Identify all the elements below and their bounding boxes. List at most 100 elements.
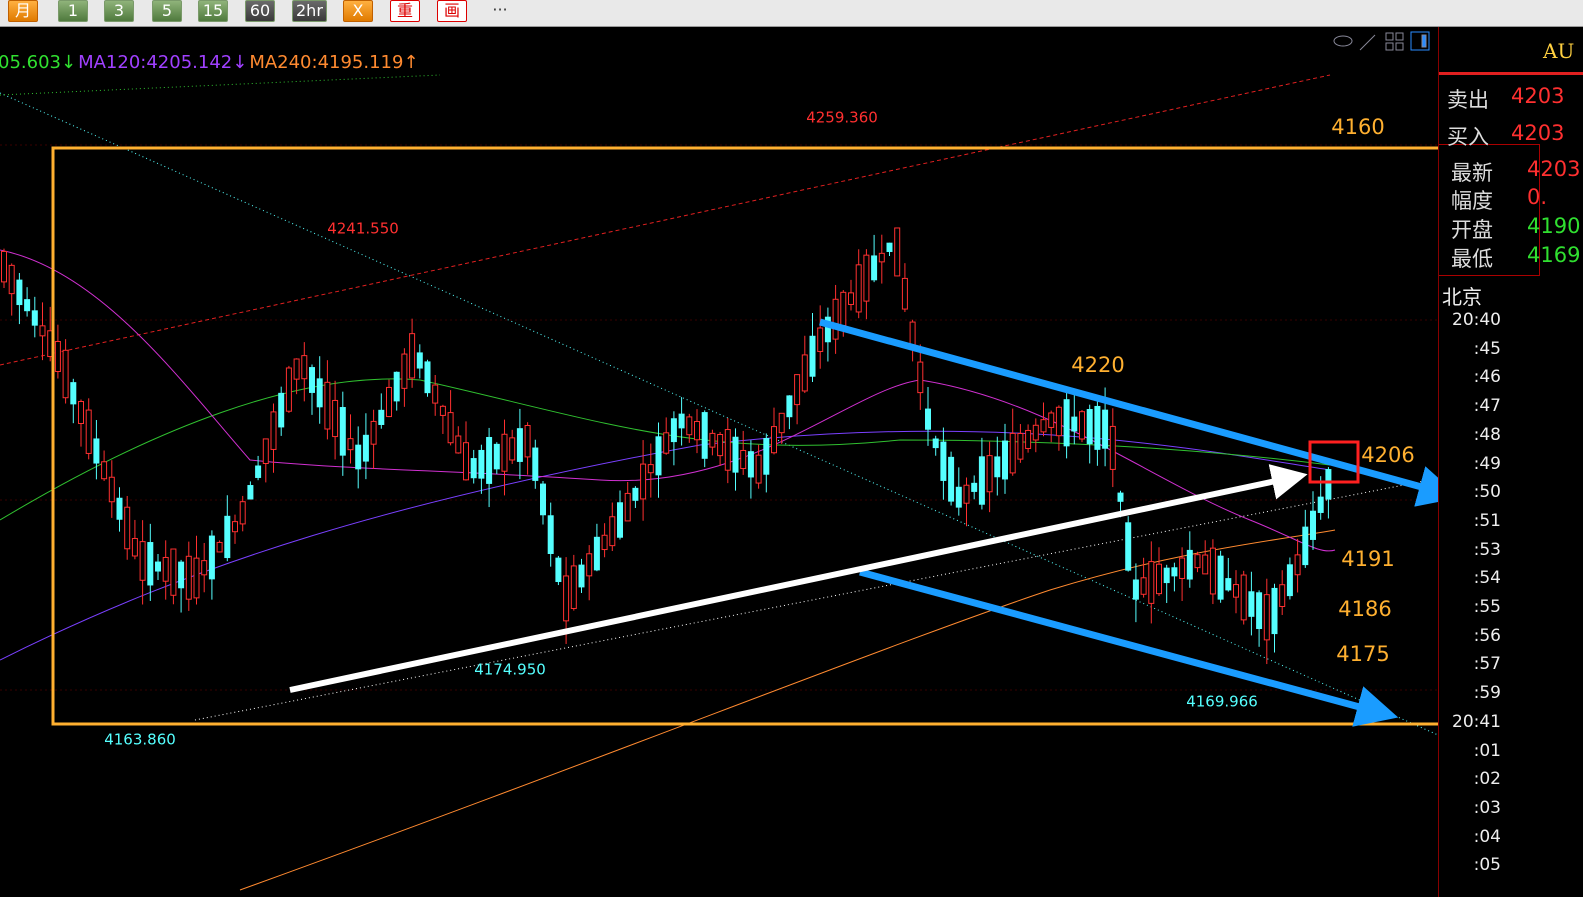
candle-body — [185, 555, 192, 600]
toolbar-button[interactable]: X — [343, 0, 373, 22]
level-label: 4175 — [1336, 642, 1389, 666]
candle-body — [155, 561, 161, 572]
candle-body — [93, 438, 100, 464]
chart: 05.603↓ MA120:4205.142↓ MA240:4195.119↑ 425… — [0, 31, 1438, 891]
candle-body — [139, 541, 146, 581]
toolbar-button[interactable]: 5 — [152, 0, 182, 22]
toolbar-button[interactable]: 2hr — [292, 0, 327, 22]
time-label: :05 — [1473, 855, 1501, 876]
candle-body — [724, 429, 731, 471]
toolbar-button[interactable]: 画 — [437, 0, 467, 22]
quote-label: 买入 — [1447, 125, 1489, 149]
candle-body — [255, 465, 262, 478]
candle-body — [917, 361, 924, 394]
candle-body — [717, 434, 724, 457]
candle-body — [447, 412, 454, 444]
toolbar-button[interactable]: 15 — [198, 0, 228, 22]
candle-body — [393, 371, 400, 402]
candle-body — [678, 413, 685, 429]
candle-body — [786, 395, 793, 418]
candle-body — [147, 542, 154, 586]
candle-body — [886, 242, 893, 252]
level-label: 4206 — [1361, 443, 1414, 467]
ma-line — [0, 378, 1331, 521]
level-label: 4186 — [1338, 597, 1391, 621]
quote-panel: AU 卖出 4203 买入 4203 最新 4203 幅度 0. 开盘 4190 最低 4169 北京 20… — [1438, 27, 1583, 897]
toolbar-button[interactable]: 1 — [58, 0, 88, 22]
candle-body — [1171, 567, 1178, 577]
toolbar-button[interactable]: 重 — [390, 0, 420, 22]
candle-body — [832, 298, 839, 340]
candle-body — [486, 436, 493, 484]
candle-body — [1, 250, 7, 283]
candle-body — [285, 367, 292, 412]
candle-body — [986, 455, 993, 493]
toolbar-button[interactable]: 月 — [8, 0, 38, 22]
time-label: :49 — [1473, 453, 1501, 474]
toolbar-button[interactable]: 3 — [104, 0, 134, 22]
candle-body — [794, 374, 801, 406]
candle-body — [1132, 579, 1139, 600]
candle-body — [755, 454, 762, 484]
candle-body — [1009, 432, 1016, 474]
candle-body — [840, 291, 847, 327]
quote-row: 买入 4203 — [1447, 121, 1564, 151]
candle-body — [578, 564, 585, 588]
time-label: :53 — [1473, 539, 1501, 560]
candle-body — [1286, 564, 1293, 597]
quote-value: 4203 — [1527, 157, 1581, 181]
candle-body — [70, 382, 77, 405]
candle-body — [62, 349, 69, 399]
quote-value: 4169 — [1527, 243, 1581, 267]
candle-body — [709, 432, 716, 448]
candle-body — [871, 255, 878, 281]
candle-body — [516, 428, 523, 462]
candle-body — [432, 384, 439, 404]
candle-body — [409, 333, 416, 379]
arrow — [859, 568, 1399, 727]
candle-body — [694, 420, 700, 441]
candle-body — [901, 277, 908, 310]
candle-body — [1310, 510, 1316, 540]
quote-row: 最新 4203 — [1451, 157, 1580, 187]
quote-value: 4203 — [1511, 84, 1565, 108]
candle-body — [925, 408, 931, 430]
candle-body — [339, 407, 346, 456]
toolbar-button[interactable]: 60 — [245, 0, 275, 22]
candle-body — [470, 458, 477, 479]
candle-body — [1125, 522, 1132, 571]
candle-body — [439, 405, 446, 416]
divider — [1439, 72, 1583, 75]
toolbar-button[interactable]: ··· — [492, 0, 508, 19]
candle-body — [1217, 555, 1224, 600]
quote-label: 最低 — [1451, 247, 1493, 271]
candle-body — [16, 279, 23, 306]
candle-body — [8, 264, 15, 295]
candle-body — [1256, 592, 1263, 630]
arrow — [289, 464, 1308, 693]
candle-body — [355, 444, 362, 470]
candle-body — [1240, 574, 1247, 621]
candle-body — [1055, 406, 1062, 437]
candle-body — [416, 352, 423, 369]
candle-body — [617, 502, 623, 538]
ma-line — [0, 249, 1336, 552]
time-label: :03 — [1473, 797, 1501, 818]
time-label: :47 — [1473, 396, 1501, 417]
candle-body — [686, 416, 693, 436]
candle-body — [963, 484, 970, 504]
candle-body — [39, 325, 46, 337]
time-label: :01 — [1473, 740, 1501, 761]
candle-body — [1102, 409, 1109, 449]
candle-body — [1248, 591, 1255, 617]
candle-body — [493, 443, 500, 470]
candle-body — [131, 538, 138, 557]
candle-body — [278, 392, 285, 428]
candle-body — [478, 449, 485, 479]
candle-body — [108, 476, 115, 503]
candle-body — [801, 354, 808, 392]
candle-body — [1317, 496, 1324, 513]
candle-body — [1063, 399, 1070, 447]
quote-label: 最新 — [1451, 161, 1493, 185]
candle-body — [270, 411, 277, 450]
